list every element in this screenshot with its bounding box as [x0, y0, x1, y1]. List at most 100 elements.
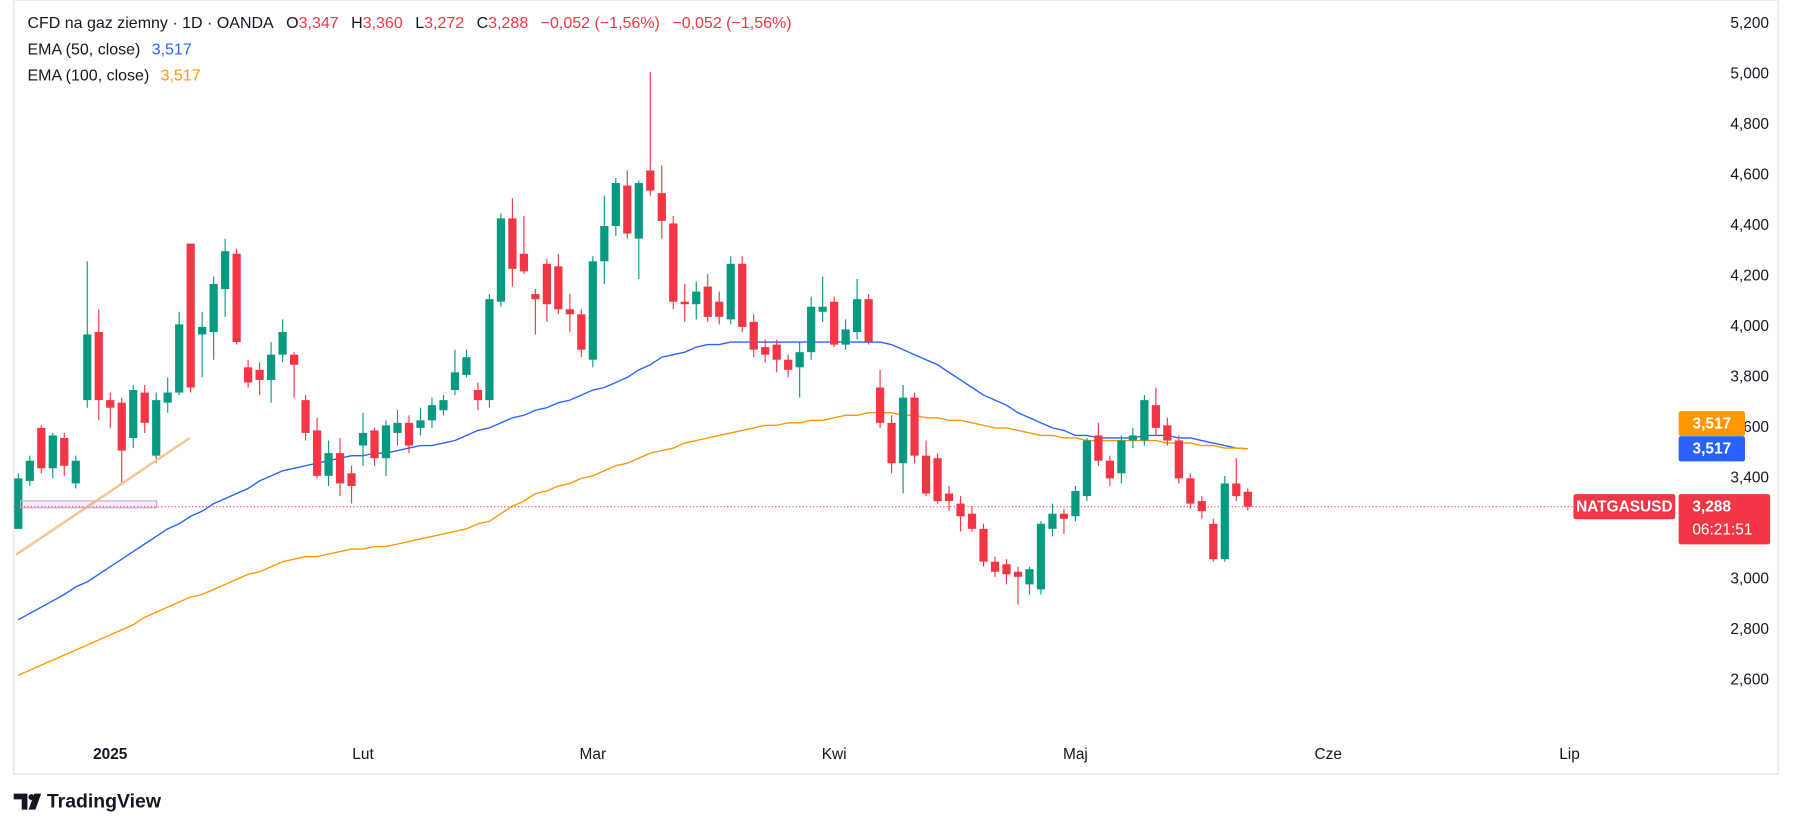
logo-icon [13, 793, 28, 810]
indicator-legend: EMA (50, close) 3,517 [27, 42, 191, 59]
candle-body [1186, 478, 1195, 504]
candle-body [887, 422, 896, 464]
x-tick-label: Lut [352, 746, 374, 763]
candle-body [163, 392, 172, 403]
y-tick-label: 5,000 [1730, 66, 1769, 83]
candle-body [611, 183, 620, 226]
candle-body [864, 299, 873, 343]
ema-line [18, 412, 1248, 676]
y-tick-label: 3,000 [1730, 570, 1769, 587]
y-tick-label: 4,200 [1730, 268, 1769, 285]
candle-body [1163, 425, 1172, 441]
ohlc-value: 3,288 [488, 15, 528, 32]
plot [13, 71, 1673, 676]
candle-body [324, 453, 333, 476]
candle-body [715, 301, 724, 317]
y-tick-label: 4,400 [1730, 217, 1769, 234]
candle-body [94, 331, 103, 401]
branding: TradingView [13, 790, 162, 812]
candle-body [347, 473, 356, 486]
y-tick-label: 2,800 [1730, 621, 1769, 638]
candle-body [117, 402, 126, 451]
candle-body [600, 225, 609, 262]
candle-body [726, 263, 735, 320]
countdown-label: 06:21:51 [1692, 522, 1752, 539]
candle-body [967, 513, 977, 529]
candle-body [439, 400, 448, 411]
candle-body [898, 397, 908, 464]
candle-body [175, 324, 184, 393]
candle-body [738, 263, 747, 327]
candle-body [1220, 483, 1229, 560]
indicator-name: EMA (100, close) [27, 68, 149, 85]
change: −0,052 (−1,56%) [672, 15, 791, 32]
candle-body [1197, 501, 1206, 512]
candle-body [278, 331, 287, 355]
candle-body [186, 243, 195, 388]
x-tick-label: Kwi [822, 746, 847, 763]
change: −0,052 (−1,56%) [541, 15, 660, 32]
candle-body [1174, 440, 1183, 479]
candle-body [1002, 564, 1011, 575]
x-tick-label: Maj [1063, 746, 1088, 763]
candle-body [841, 329, 850, 345]
candle-body [221, 251, 230, 290]
ohlc-key: H [351, 15, 363, 32]
candle-body [692, 291, 701, 305]
candle-body [910, 397, 919, 456]
candle-body [749, 321, 758, 350]
candle-body [818, 306, 827, 312]
candle-body [680, 301, 689, 305]
last-price-box [1678, 494, 1771, 545]
candle-body [623, 185, 632, 234]
candle-body [1105, 460, 1115, 479]
candle-body [1243, 491, 1252, 507]
candle-body [807, 306, 816, 353]
candle-body [990, 561, 1000, 572]
trend-line-drawing [15, 436, 191, 556]
ohlc-key: L [415, 15, 424, 32]
candle-body [1048, 513, 1057, 529]
candle-body [784, 359, 793, 370]
candle-body [761, 347, 770, 355]
legend-header: CFD na gaz ziemny · 1D · OANDA O3,347 H3… [27, 15, 791, 32]
candle-body [531, 294, 540, 300]
candle-body [1128, 435, 1138, 441]
indicator-name: EMA (50, close) [27, 42, 140, 59]
x-tick-label: Mar [580, 746, 607, 763]
chart-frame [13, 0, 1779, 775]
candle-body [266, 354, 276, 380]
candle-body [944, 493, 954, 502]
y-tick-label: 2,600 [1730, 671, 1769, 688]
candle-body [152, 400, 161, 456]
candle-body [83, 334, 92, 401]
candle-body [393, 422, 402, 433]
candle-body [198, 326, 207, 335]
candle-body [129, 390, 138, 438]
candle-body [1036, 523, 1046, 590]
candle-body [508, 218, 517, 269]
ohlc-key: O [286, 15, 298, 32]
candle-body [335, 453, 345, 484]
candle-body [1059, 513, 1069, 519]
ohlc-key: C [477, 15, 489, 32]
last-price-label: 3,288 [1692, 498, 1731, 515]
candle-body [14, 478, 23, 529]
candle-body [244, 367, 253, 383]
candle-body [48, 435, 57, 469]
candle-body [301, 400, 310, 433]
candle-body [462, 357, 471, 375]
y-tick-label: 3,800 [1730, 368, 1769, 385]
candle-body [404, 422, 414, 446]
candle-body [669, 223, 678, 302]
x-tick-label: Lip [1559, 746, 1580, 763]
indicator-price-box [1678, 436, 1745, 462]
ohlc-value: 3,360 [363, 15, 403, 32]
candle-body [577, 314, 586, 350]
candle-body [979, 528, 988, 562]
candle-body [232, 253, 241, 343]
indicator-price-label: 3,517 [1693, 440, 1732, 457]
y-tick-label: 5,200 [1730, 15, 1769, 32]
